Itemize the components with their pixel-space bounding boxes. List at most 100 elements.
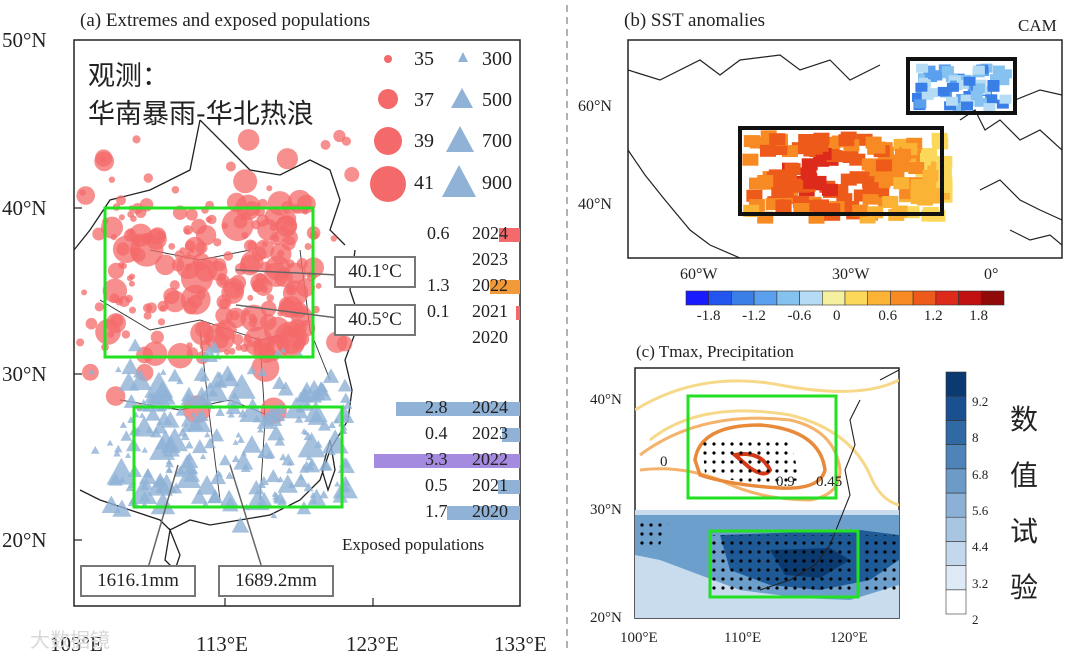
- heat-point: [195, 225, 217, 246]
- rain-point: [180, 452, 199, 469]
- south-box-c: [708, 529, 860, 599]
- sst-cell-warm: [931, 132, 948, 145]
- sst-cell-cold: [979, 86, 992, 96]
- rain-point: [180, 414, 194, 427]
- heat-point: [188, 247, 195, 254]
- exposure-bar: [515, 306, 520, 320]
- rain-point: [192, 439, 208, 454]
- warm-sst-box: [738, 126, 944, 216]
- sst-colorbar-label: 0.6: [878, 308, 898, 324]
- sst-cell-cold: [945, 96, 958, 106]
- exposure-bar: [499, 228, 520, 242]
- heat-point: [168, 243, 176, 250]
- rain-point: [161, 427, 188, 452]
- heat-point: [185, 208, 198, 221]
- rain-point: [281, 453, 295, 466]
- panel-b-lon-60w: 60°W: [680, 266, 718, 283]
- rain-point: [184, 440, 194, 449]
- sst-colorbar-swatch: [821, 290, 846, 306]
- rain-point: [159, 388, 173, 402]
- heat-point: [171, 186, 180, 194]
- exposure-year: 2024: [472, 223, 508, 243]
- rain-point: [148, 436, 176, 460]
- rain-point: [277, 497, 287, 506]
- rain-point: [106, 439, 114, 446]
- panel-c-lon-120e: 120°E: [830, 630, 868, 646]
- exposure-value: 0.5: [425, 475, 448, 495]
- legend-tri-label-900: 900: [482, 172, 512, 194]
- rain-point: [210, 469, 227, 485]
- heat-point: [110, 314, 124, 328]
- heat-point: [255, 239, 275, 259]
- sst-cell-cold: [996, 99, 1009, 109]
- sst-colorbar-swatch: [753, 290, 778, 306]
- legend-circle-41: [370, 166, 406, 202]
- legend-circle-label-39: 39: [414, 130, 434, 152]
- heat-point: [341, 136, 351, 146]
- rain-point: [139, 477, 154, 491]
- rain-point: [317, 418, 332, 431]
- heat-point: [235, 344, 243, 351]
- rain-point: [150, 492, 176, 515]
- rain-point: [319, 490, 329, 499]
- legend-circle-37: [378, 89, 398, 109]
- exposure-bar: [374, 454, 520, 468]
- obs-label-line2: 华南暴雨-华北热浪: [88, 99, 314, 130]
- rain-point: [112, 499, 132, 517]
- rain-point: [307, 488, 326, 506]
- heat-point: [257, 218, 279, 241]
- rain-point: [235, 431, 242, 438]
- rain-point: [309, 491, 317, 498]
- legend-tri-label-700: 700: [482, 130, 512, 152]
- sst-cell-cold: [997, 76, 1010, 86]
- heat-point: [295, 332, 310, 346]
- precip-colorbar-swatch: [945, 492, 967, 518]
- heat-point: [169, 280, 180, 291]
- rain-callout-2: 1689.2mm: [218, 565, 334, 597]
- exposed-populations-label: Exposed populations: [342, 535, 485, 554]
- temp-callout-1: 40.1°C: [334, 256, 416, 288]
- rain-point: [279, 453, 287, 461]
- precip-colorbar-swatch: [945, 395, 967, 421]
- tmax-contour-inner: [693, 423, 827, 490]
- rain-point: [343, 400, 353, 409]
- precip-colorbar-label: 5.6: [972, 502, 989, 518]
- rain-point: [118, 372, 140, 391]
- rain-point: [201, 381, 219, 397]
- sst-cell-cold: [948, 75, 961, 85]
- sst-cell-cold: [946, 82, 959, 92]
- rain-point: [334, 480, 341, 487]
- tmax-significance-dots: [702, 438, 800, 486]
- sst-cell-cold: [923, 65, 936, 75]
- rain-point: [190, 411, 197, 417]
- rain-point: [286, 460, 293, 466]
- sst-cell-cold: [927, 88, 940, 98]
- precip-colorbar-swatch: [945, 444, 967, 470]
- rain-point: [298, 474, 305, 481]
- heat-point: [276, 215, 297, 236]
- north-atlantic-coastlines: [628, 54, 1062, 258]
- exposure-value: 1.7: [425, 501, 448, 521]
- north-china-box: [103, 206, 315, 359]
- panel-c-lat-20n: 20°N: [590, 610, 622, 626]
- heat-point: [234, 263, 247, 275]
- sst-colorbar-label: 1.8: [969, 308, 989, 324]
- rain-point: [237, 408, 248, 418]
- rain-point: [257, 367, 268, 377]
- legend-triangle-300: [458, 52, 468, 62]
- sst-colorbar-label: -1.8: [696, 308, 721, 324]
- heat-point: [320, 140, 331, 150]
- rain-point: [159, 368, 167, 375]
- exposure-year: 2020: [472, 327, 508, 347]
- heat-point: [184, 228, 190, 235]
- heat-point: [128, 280, 135, 287]
- rain-point: [344, 485, 351, 492]
- legend-triangle-500: [451, 88, 473, 108]
- north-box-c: [686, 394, 838, 500]
- heat-point: [259, 337, 275, 353]
- sst-cell-cold: [960, 94, 973, 104]
- sst-colorbar-label: -1.2: [742, 308, 766, 324]
- heat-point: [247, 340, 254, 348]
- rain-point: [88, 368, 95, 375]
- sst-cell-cold: [912, 93, 924, 102]
